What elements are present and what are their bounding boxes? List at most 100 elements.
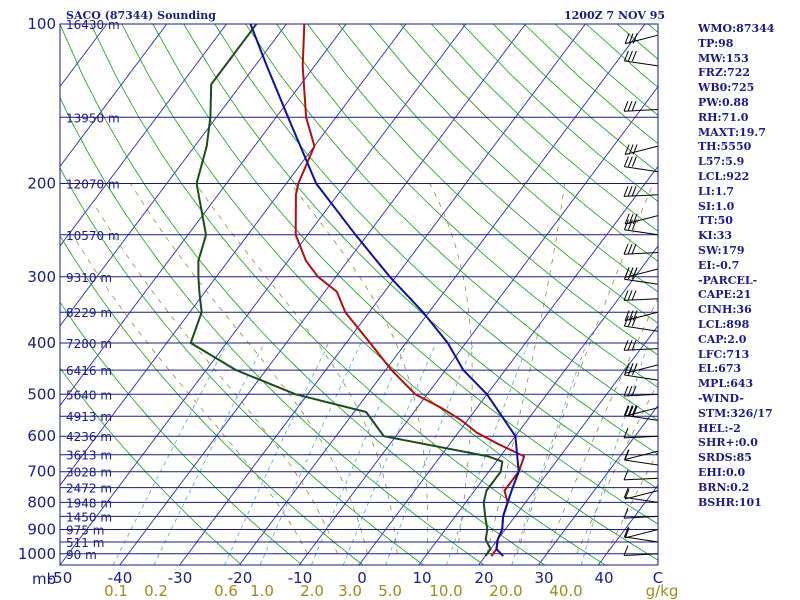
wind-barb-flag [627,290,633,301]
height-label: 9310 m [66,271,112,285]
isotherm-line [358,165,658,565]
wind-barb-flag [627,385,633,397]
temperature-tick-label: 40 [594,569,613,587]
isotherm-line [60,24,168,168]
moist-adiabat-line [94,205,338,554]
wind-barb-flag [623,269,629,280]
isotherm-line [60,24,407,487]
pressure-lines [60,24,658,555]
stability-index-line: LI:1.7 [698,184,735,198]
wind-barb [624,536,659,543]
moist-adiabat-line [72,234,308,554]
mixing-ratio-tick-label: 0.2 [144,582,168,600]
pressure-tick-label: 300 [27,268,56,286]
stability-index-line: MPL:643 [698,377,754,391]
grid-lines [60,24,658,565]
wind-barb-flag [632,405,638,417]
wind-barb-flag [627,269,633,280]
wind-barb-flag [623,219,629,230]
mixing-ratio-line [311,342,408,565]
moist-adiabat-line [606,450,658,554]
wind-barb-flag [631,50,637,62]
temperature-tick-label: 30 [534,569,553,587]
isotherm-line [418,245,658,565]
stability-index-line: WB0:725 [698,81,755,95]
stability-index-line: BRN:0.2 [698,480,750,494]
temperature-tick-label: -30 [168,569,193,587]
stability-index-line: TT:50 [698,214,733,228]
wind-barb-flag [631,156,637,167]
mixing-ratio-line [224,342,329,565]
mixing-ratio-line [385,342,475,565]
stability-index-line: KI:33 [698,229,733,243]
stability-index-line: MW:153 [698,51,749,65]
pressure-tick-label: 700 [27,463,56,481]
moist-adiabat-line [576,381,658,554]
stability-index-line: EHI:0.0 [698,465,746,479]
mixing-ratio-tick-label: 1.0 [250,582,274,600]
isotherm-line [538,404,658,565]
wind-barb-flag [623,50,629,62]
mixing-ratio-line [511,342,588,565]
wind-barb [624,407,659,417]
dry-adiabat-line [369,24,658,293]
height-label: 8229 m [66,306,112,320]
wind-barb-flag [631,101,637,112]
wind-barb-flag [628,310,634,321]
wind-barb-flag [627,219,633,230]
height-label: 5640 m [66,388,112,402]
stability-index-line: BSHR:101 [698,495,762,509]
isotherm-line [119,24,526,565]
wind-barb [623,194,659,197]
wind-barb-flag [631,219,637,230]
temperature-tick-label: 0 [357,569,367,587]
isotherm-line [239,24,646,565]
dry-adiabat-line [214,24,658,455]
wind-barb [624,374,659,381]
wind-barb-flag [631,340,637,351]
dry-adiabat-line [60,96,485,565]
stability-index-line: LCL:898 [698,317,750,331]
stability-index-line: RH:71.0 [698,110,749,124]
temperature-tick-label: -10 [288,569,313,587]
moist-adiabat-line [130,183,368,554]
wind-barb-flag [628,213,634,225]
stability-index-line: -PARCEL- [698,273,758,287]
stability-index-line: HEL:-2 [698,421,741,435]
wind-barb-flag [627,186,633,197]
wind-barb-flag [623,186,629,197]
wind-barb-flag [623,364,629,376]
wind-barb [624,60,659,67]
wind-barb-flag [627,364,633,376]
mixing-ratio-tick-label: g/kg [646,582,679,600]
stability-index-line: SW:179 [698,243,745,257]
stability-index-line: MAXT:19.7 [698,125,766,139]
dry-adiabat-line [60,367,242,565]
wind-barb-flag [631,186,637,197]
pressure-tick-label: 400 [27,334,56,352]
temperature-tick-label: -50 [48,569,73,587]
mixing-ratio-line [445,342,529,565]
stability-index-line: SHR+:0.0 [698,436,758,450]
wind-barb-flag [632,144,638,155]
height-label: 3028 m [66,466,112,480]
chart-title: SACO (87344) Sounding [66,9,216,22]
isotherm-line [478,325,658,565]
wind-barb-flag [631,290,637,301]
pressure-tick-label: 600 [27,427,56,445]
pressure-tick-label: 800 [27,493,56,511]
pressure-tick-label: 1000 [18,545,56,563]
wind-barb-flag [628,144,634,155]
wind-barb [623,553,659,556]
wind-barb-flag [632,213,638,225]
wind-barb [624,229,659,236]
wind-barb-flag [627,244,633,255]
plot-frame [59,23,659,566]
wind-barb-flag [623,427,629,439]
mixing-ratio-line [259,342,362,565]
wind-barb-flag [624,144,630,155]
stability-index-line: LCL:922 [698,169,750,183]
wind-barb-flag [631,385,637,397]
height-label: 3613 m [66,449,112,463]
mixing-ratio-tick-label: 0.6 [214,582,238,600]
